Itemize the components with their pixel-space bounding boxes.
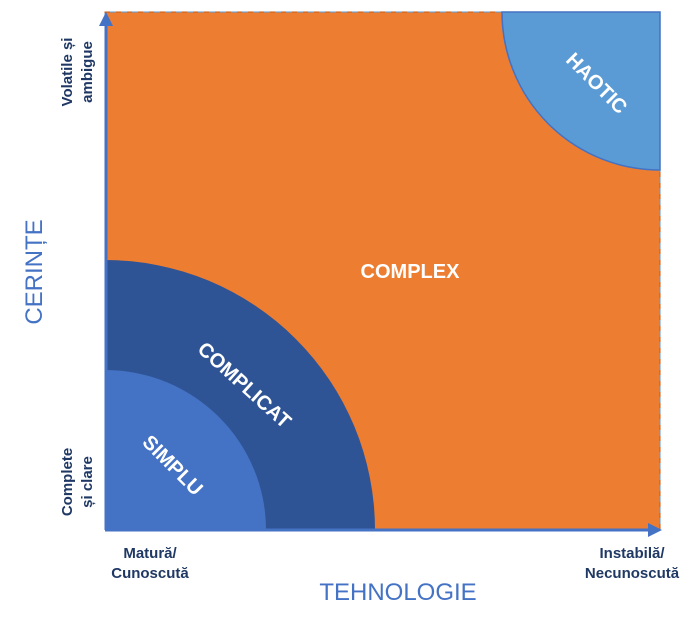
x-axis-high-label-2: Necunoscută [585, 565, 680, 582]
y-axis-low-label-2: și clare [79, 456, 96, 508]
simple-region [105, 370, 266, 530]
y-axis-arrow-icon [99, 12, 113, 26]
y-axis-high-label-1: Volatile și [59, 38, 76, 107]
x-axis-arrow-icon [648, 523, 662, 537]
y-axis-high-label-2: ambigue [79, 41, 96, 103]
x-axis-low-label-2: Cunoscută [111, 565, 189, 582]
y-axis-title: CERINȚE [21, 219, 48, 324]
chaotic-region [501, 11, 661, 171]
x-axis-high-label-1: Instabilă/ [599, 545, 665, 562]
x-axis-low-label-1: Matură/ [123, 545, 177, 562]
x-axis-title: TEHNOLOGIE [319, 579, 476, 606]
complex-label: COMPLEX [361, 261, 461, 283]
y-axis-low-label-1: Complete [59, 448, 76, 516]
